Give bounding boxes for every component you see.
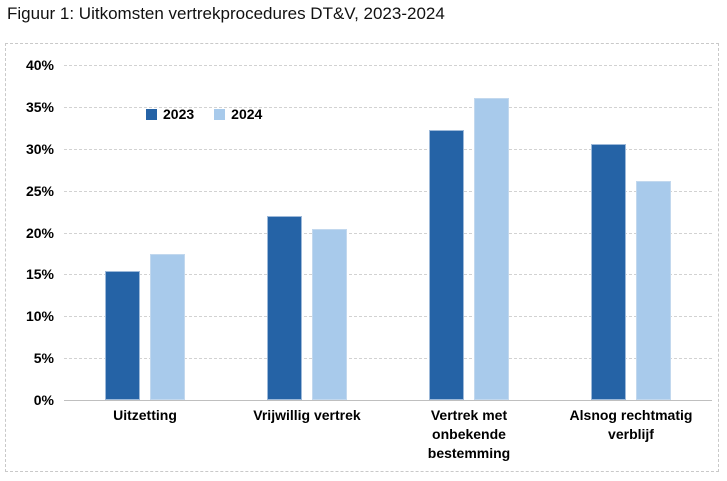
- bar-2023-category-1: [105, 271, 140, 400]
- y-axis-tick-label: 25%: [25, 182, 54, 199]
- legend-label: 2024: [231, 106, 263, 122]
- legend-item-2023: 2023: [146, 106, 194, 122]
- chart-plot-area: 0% 5% 10% 15% 20% 25% 30% 35% 40% 2023 2024 Uitze…: [5, 43, 719, 472]
- y-axis-tick-label: 5%: [33, 350, 54, 367]
- legend-item-2024: 2024: [214, 106, 262, 122]
- x-axis-category-label: Vertrek met onbekende bestemming: [427, 407, 511, 461]
- bar-2024-category-2: [312, 229, 347, 400]
- category-group: [226, 65, 388, 400]
- y-axis-tick-label: 15%: [25, 266, 54, 283]
- category-group: [550, 65, 712, 400]
- bar-2024-category-1: [150, 254, 185, 400]
- y-axis-tick-label: 20%: [25, 224, 54, 241]
- gridline: [64, 316, 712, 318]
- y-axis-tick-label: 30%: [25, 140, 54, 157]
- legend-swatch-icon: [214, 108, 226, 120]
- gridline: [64, 190, 712, 192]
- x-axis-category-label: Vrijwillig vertrek: [253, 407, 361, 423]
- gridline: [64, 106, 712, 108]
- x-axis-category-label: Alsnog rechtmatig verblijf: [569, 407, 693, 442]
- y-axis-tick-label: 0%: [33, 392, 54, 408]
- x-axis-category-label: Uitzetting: [113, 407, 177, 423]
- legend-label: 2023: [163, 106, 195, 122]
- bars-row: [64, 65, 712, 400]
- gridline: [64, 148, 712, 150]
- bar-2023-category-2: [267, 215, 302, 400]
- bar-2023-category-4: [591, 143, 626, 400]
- legend-swatch-icon: [146, 108, 157, 120]
- chart-legend: 2023 2024: [146, 106, 262, 122]
- bar-2024-category-4: [636, 181, 671, 400]
- y-axis-tick-label: 40%: [25, 57, 54, 73]
- category-group: [64, 65, 226, 400]
- gridline: [64, 232, 712, 234]
- y-axis-tick-label: 10%: [25, 308, 54, 325]
- chart-title: Figuur 1: Uitkomsten vertrekprocedures D…: [7, 4, 445, 23]
- x-axis-baseline: [64, 400, 712, 401]
- category-group: [388, 65, 550, 400]
- y-axis-tick-label: 35%: [25, 98, 54, 115]
- bar-2023-category-3: [429, 130, 464, 400]
- bar-2024-category-3: [474, 97, 509, 400]
- gridline: [64, 358, 712, 360]
- gridline: [64, 274, 712, 276]
- gridline: [64, 65, 712, 66]
- x-axis-category-labels: Uitzetting Vrijwillig vertrek Vertrek met …: [64, 406, 712, 463]
